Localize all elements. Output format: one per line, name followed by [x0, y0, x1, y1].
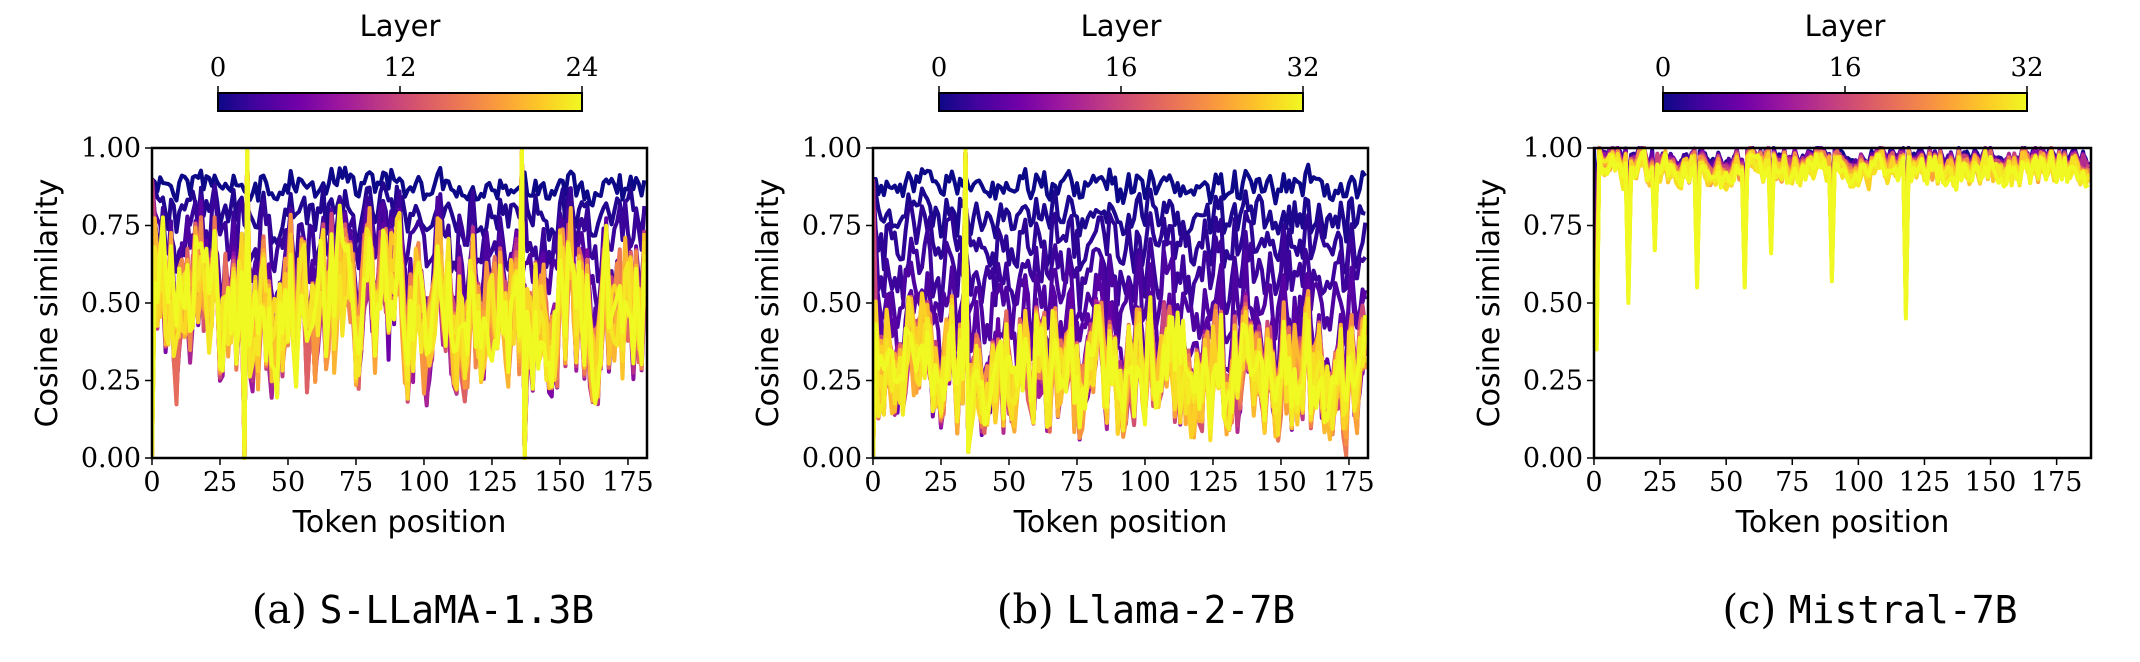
chart-panel-3: Layer 0 16 32 0 25 50 75 100 125 150 175 0.00 0.25 0.5… — [1472, 9, 2093, 633]
plot-frame — [1592, 146, 2093, 460]
layer-series-line — [873, 149, 1368, 459]
x-tick-label: 100 — [398, 467, 450, 498]
colorbar-label: Layer — [1805, 9, 1886, 43]
x-tick-label: 25 — [203, 467, 237, 498]
colorbar-tick-label: 32 — [1286, 53, 1319, 83]
y-tick-label: 0.75 — [1523, 211, 1583, 242]
panel-caption: (b) Llama-2-7B — [997, 587, 1295, 633]
y-tick-label: 0.25 — [1523, 366, 1583, 397]
x-tick-label: 150 — [1255, 467, 1307, 498]
colorbar — [1662, 92, 2028, 112]
series-lines — [1594, 146, 2091, 352]
colorbar-tick-label: 0 — [210, 53, 227, 83]
x-tick-label: 150 — [534, 467, 586, 498]
y-tick-label: 1.00 — [802, 133, 862, 164]
panel-caption: (c) Mistral-7B — [1722, 587, 2017, 633]
y-axis-label: Cosine similarity — [751, 179, 786, 428]
x-tick-label: 0 — [1585, 467, 1602, 498]
y-tick-label: 0.00 — [802, 443, 862, 474]
y-tick-label: 0.25 — [802, 366, 862, 397]
x-tick-label: 50 — [992, 467, 1026, 498]
x-axis-label: Token position — [292, 505, 507, 540]
colorbar-tick-label: 24 — [565, 53, 598, 83]
colorbar-tick-label: 12 — [383, 53, 416, 83]
layer-series-line — [873, 178, 1367, 316]
y-tick-label: 0.75 — [81, 211, 141, 242]
x-axis-label: Token position — [1013, 505, 1228, 540]
series-lines — [152, 149, 647, 460]
x-tick-label: 75 — [1060, 467, 1094, 498]
y-tick-label: 0.50 — [81, 288, 141, 319]
x-tick-label: 125 — [1187, 467, 1239, 498]
chart-panel-1: Layer 0 12 24 0 25 50 75 100 125 150 175 0.00 0.25 0.5… — [30, 9, 654, 633]
layer-series-line — [152, 165, 647, 208]
colorbar-label: Layer — [1081, 9, 1162, 43]
y-tick-label: 0.00 — [1523, 443, 1583, 474]
layer-series-line — [873, 178, 1368, 275]
x-tick-label: 125 — [466, 467, 518, 498]
layer-series-line — [873, 162, 1367, 206]
y-tick-label: 0.50 — [802, 288, 862, 319]
x-tick-label: 0 — [864, 467, 881, 498]
x-tick-label: 150 — [1965, 467, 2017, 498]
colorbar-tick-label: 16 — [1828, 53, 1861, 83]
layer-series-line — [152, 149, 647, 460]
layer-series-line — [1594, 147, 2090, 352]
x-tick-label: 175 — [1323, 467, 1375, 498]
series-lines — [873, 149, 1368, 459]
y-tick-label: 1.00 — [81, 133, 141, 164]
x-tick-label: 100 — [1119, 467, 1171, 498]
colorbar-tick-label: 0 — [931, 53, 948, 83]
chart-panel-2: Layer 0 16 32 0 25 50 75 100 125 150 175 0.00 0.25 0.5… — [751, 9, 1375, 633]
x-tick-label: 125 — [1899, 467, 1951, 498]
panel-caption: (a) S-LLaMA-1.3B — [252, 587, 594, 633]
x-tick-label: 0 — [143, 467, 160, 498]
colorbar-label: Layer — [360, 9, 441, 43]
x-tick-label: 25 — [924, 467, 958, 498]
x-axis-label: Token position — [1735, 505, 1950, 540]
layer-series-line — [873, 178, 1366, 244]
x-tick-label: 75 — [1775, 467, 1809, 498]
y-axis-label: Cosine similarity — [30, 179, 65, 428]
y-tick-label: 0.50 — [1523, 288, 1583, 319]
y-tick-label: 0.75 — [802, 211, 862, 242]
colorbar-tick-label: 0 — [1655, 53, 1672, 83]
y-axis-label: Cosine similarity — [1472, 179, 1507, 428]
colorbar-tick-label: 16 — [1104, 53, 1137, 83]
x-tick-label: 75 — [339, 467, 373, 498]
x-tick-label: 100 — [1833, 467, 1885, 498]
y-tick-label: 0.00 — [81, 443, 141, 474]
x-tick-label: 50 — [1709, 467, 1743, 498]
x-tick-label: 175 — [602, 467, 654, 498]
y-tick-label: 1.00 — [1523, 133, 1583, 164]
colorbar-tick-label: 32 — [2010, 53, 2043, 83]
colorbar — [217, 92, 583, 112]
y-tick-label: 0.25 — [81, 366, 141, 397]
x-tick-label: 50 — [271, 467, 305, 498]
colorbar — [938, 92, 1304, 112]
x-tick-label: 25 — [1643, 467, 1677, 498]
x-tick-label: 175 — [2031, 467, 2083, 498]
